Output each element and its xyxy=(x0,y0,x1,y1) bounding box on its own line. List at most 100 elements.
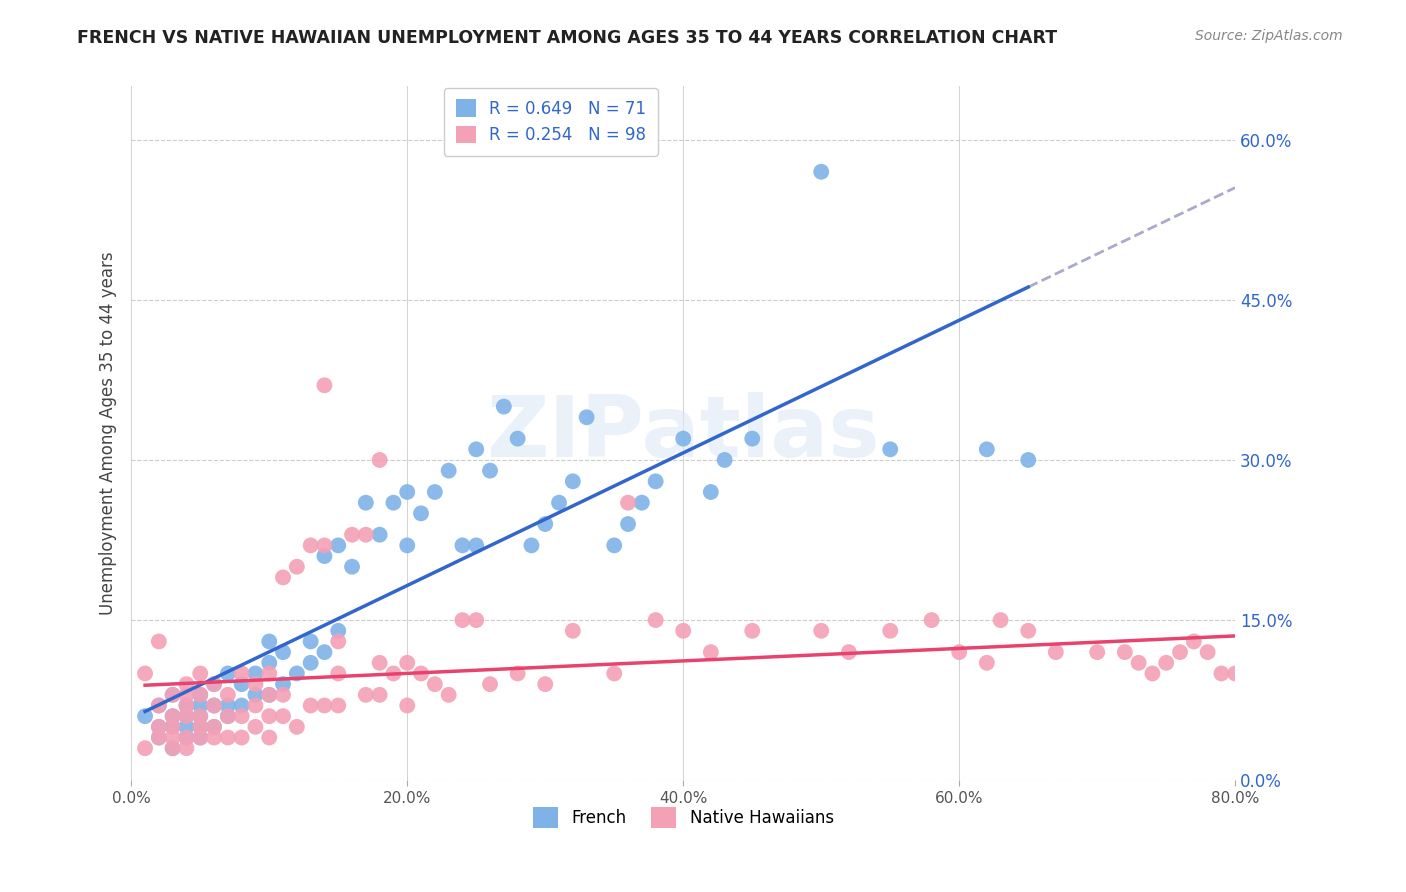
Point xyxy=(188,688,211,702)
Point xyxy=(672,624,695,638)
Point xyxy=(575,410,598,425)
Point xyxy=(148,698,170,713)
Point xyxy=(217,688,239,702)
Point xyxy=(176,731,198,745)
Point xyxy=(465,538,488,552)
Point xyxy=(976,656,998,670)
Point xyxy=(285,559,308,574)
Point xyxy=(879,442,901,457)
Point xyxy=(630,496,652,510)
Point xyxy=(617,496,640,510)
Point xyxy=(1085,645,1108,659)
Point xyxy=(672,432,695,446)
Point xyxy=(382,496,405,510)
Point xyxy=(217,698,239,713)
Point xyxy=(990,613,1012,627)
Point xyxy=(217,709,239,723)
Point xyxy=(271,688,294,702)
Point xyxy=(162,709,184,723)
Point xyxy=(162,688,184,702)
Point xyxy=(700,645,723,659)
Point xyxy=(354,496,377,510)
Point xyxy=(202,720,225,734)
Point xyxy=(465,442,488,457)
Point xyxy=(271,709,294,723)
Point xyxy=(257,709,280,723)
Point xyxy=(176,720,198,734)
Point xyxy=(217,731,239,745)
Point xyxy=(354,688,377,702)
Point xyxy=(328,698,350,713)
Point xyxy=(162,741,184,756)
Point xyxy=(465,613,488,627)
Point xyxy=(382,666,405,681)
Point xyxy=(257,634,280,648)
Point xyxy=(217,666,239,681)
Point xyxy=(838,645,860,659)
Point xyxy=(1237,624,1260,638)
Point xyxy=(188,688,211,702)
Point xyxy=(202,731,225,745)
Point xyxy=(451,613,474,627)
Point xyxy=(148,698,170,713)
Point xyxy=(299,698,322,713)
Point xyxy=(921,613,943,627)
Point xyxy=(231,666,253,681)
Point xyxy=(188,709,211,723)
Text: ZIPatlas: ZIPatlas xyxy=(486,392,880,475)
Point xyxy=(948,645,970,659)
Point xyxy=(245,677,267,691)
Point xyxy=(245,666,267,681)
Point xyxy=(245,698,267,713)
Point xyxy=(437,464,460,478)
Point xyxy=(134,709,156,723)
Point xyxy=(162,731,184,745)
Point xyxy=(1154,656,1177,670)
Point xyxy=(1142,666,1164,681)
Point xyxy=(1017,624,1039,638)
Point xyxy=(162,741,184,756)
Point xyxy=(328,624,350,638)
Point xyxy=(188,731,211,745)
Point xyxy=(492,400,515,414)
Point xyxy=(314,549,336,563)
Point xyxy=(506,666,529,681)
Point xyxy=(810,624,832,638)
Point xyxy=(176,698,198,713)
Point xyxy=(148,731,170,745)
Point xyxy=(285,720,308,734)
Point xyxy=(396,656,419,670)
Point xyxy=(257,688,280,702)
Point xyxy=(299,538,322,552)
Point xyxy=(176,709,198,723)
Point xyxy=(202,698,225,713)
Legend: R = 0.649   N = 71, R = 0.254   N = 98: R = 0.649 N = 71, R = 0.254 N = 98 xyxy=(444,87,658,156)
Point xyxy=(548,496,571,510)
Point xyxy=(368,527,391,541)
Point xyxy=(176,709,198,723)
Point xyxy=(202,677,225,691)
Point xyxy=(176,688,198,702)
Point xyxy=(741,624,763,638)
Point xyxy=(162,720,184,734)
Point xyxy=(188,720,211,734)
Y-axis label: Unemployment Among Ages 35 to 44 years: Unemployment Among Ages 35 to 44 years xyxy=(100,252,117,615)
Point xyxy=(176,731,198,745)
Point xyxy=(396,538,419,552)
Point xyxy=(1128,656,1150,670)
Point xyxy=(340,527,363,541)
Point xyxy=(644,613,666,627)
Point xyxy=(285,666,308,681)
Point xyxy=(314,538,336,552)
Point xyxy=(328,538,350,552)
Point xyxy=(148,634,170,648)
Point xyxy=(134,741,156,756)
Point xyxy=(176,698,198,713)
Point xyxy=(257,731,280,745)
Text: FRENCH VS NATIVE HAWAIIAN UNEMPLOYMENT AMONG AGES 35 TO 44 YEARS CORRELATION CHA: FRENCH VS NATIVE HAWAIIAN UNEMPLOYMENT A… xyxy=(77,29,1057,46)
Point xyxy=(231,731,253,745)
Point xyxy=(314,378,336,392)
Point xyxy=(1045,645,1067,659)
Point xyxy=(561,475,583,489)
Point xyxy=(520,538,543,552)
